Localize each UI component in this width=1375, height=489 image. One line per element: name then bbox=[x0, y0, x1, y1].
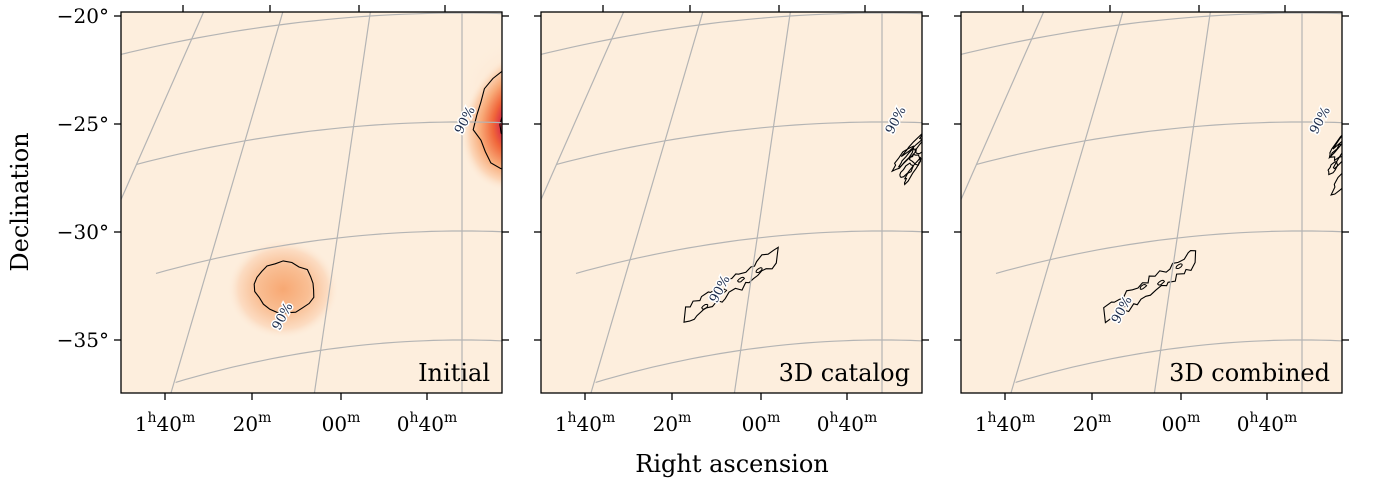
x-tick-minutes-unit: m bbox=[347, 410, 360, 426]
contour-fragment bbox=[942, 117, 951, 130]
x-tick-minutes-unit: m bbox=[602, 410, 615, 426]
y-tick-label: −25° bbox=[57, 112, 109, 136]
x-tick-label: 1h40m bbox=[555, 410, 616, 436]
x-tick-minutes-unit: m bbox=[1284, 410, 1297, 426]
x-tick-minutes: 00 bbox=[322, 412, 347, 436]
x-tick-hours-unit: h bbox=[829, 410, 838, 426]
contour-label: 90% bbox=[937, 52, 964, 85]
x-tick-label: 0h40m bbox=[397, 410, 458, 436]
x-tick-minutes: 20 bbox=[653, 412, 678, 436]
x-tick-hours: 1 bbox=[135, 412, 148, 436]
contour-fragment bbox=[1350, 116, 1365, 131]
x-tick-minutes: 00 bbox=[1162, 412, 1187, 436]
x-tick-label: 20m bbox=[653, 410, 692, 436]
contour-fragment bbox=[940, 110, 959, 136]
x-tick-minutes: 40 bbox=[839, 412, 864, 436]
x-tick-hours-unit: h bbox=[409, 410, 418, 426]
x-tick-minutes-unit: m bbox=[444, 410, 457, 426]
x-tick-minutes: 40 bbox=[577, 412, 602, 436]
panel-label: Initial bbox=[418, 359, 490, 387]
x-tick-minutes-unit: m bbox=[1098, 410, 1111, 426]
x-tick-minutes: 00 bbox=[742, 412, 767, 436]
panel-label: 3D combined bbox=[1169, 359, 1330, 387]
contour-fragment bbox=[940, 109, 954, 122]
x-tick-minutes: 40 bbox=[157, 412, 182, 436]
x-tick-label: 20m bbox=[233, 410, 272, 436]
contour-fragment bbox=[1367, 82, 1375, 104]
contour-fragment bbox=[948, 98, 961, 109]
contour-fragment bbox=[1351, 104, 1370, 133]
contour-fragment bbox=[1371, 97, 1375, 111]
x-tick-minutes-unit: m bbox=[767, 410, 780, 426]
x-tick-minutes: 20 bbox=[1073, 412, 1098, 436]
contour-fragment bbox=[928, 118, 944, 139]
x-tick-minutes-unit: m bbox=[258, 410, 271, 426]
x-tick-minutes-unit: m bbox=[1187, 410, 1200, 426]
x-tick-label: 00m bbox=[742, 410, 781, 436]
x-tick-hours-unit: h bbox=[567, 410, 576, 426]
x-tick-hours-unit: h bbox=[1249, 410, 1258, 426]
x-tick-hours-unit: h bbox=[987, 410, 996, 426]
x-tick-label: 0h40m bbox=[817, 410, 878, 436]
x-tick-hours: 1 bbox=[555, 412, 568, 436]
x-tick-minutes: 20 bbox=[233, 412, 258, 436]
y-tick-label: −30° bbox=[57, 220, 109, 244]
contour-fragment bbox=[937, 128, 949, 146]
x-tick-hours: 0 bbox=[397, 412, 410, 436]
x-tick-minutes-unit: m bbox=[864, 410, 877, 426]
x-tick-label: 00m bbox=[322, 410, 361, 436]
x-tick-minutes: 40 bbox=[997, 412, 1022, 436]
contour-fragment bbox=[1360, 105, 1375, 129]
contour-fragment bbox=[1346, 138, 1375, 170]
contour-fragment bbox=[1342, 130, 1355, 144]
x-tick-minutes: 40 bbox=[419, 412, 444, 436]
contour-50-main bbox=[500, 92, 546, 148]
contour-fragment bbox=[1356, 90, 1375, 112]
contour-fragment bbox=[924, 133, 953, 156]
contour-fragment bbox=[1350, 124, 1363, 139]
x-tick-hours: 0 bbox=[1237, 412, 1250, 436]
x-tick-label: 1h40m bbox=[975, 410, 1036, 436]
contour-fragment bbox=[1352, 125, 1363, 138]
x-tick-minutes-unit: m bbox=[182, 410, 195, 426]
contour-fragment bbox=[1366, 84, 1375, 112]
x-tick-hours-unit: h bbox=[147, 410, 156, 426]
x-axis-title: Right ascension bbox=[635, 450, 828, 478]
contour-fragment bbox=[927, 120, 952, 144]
y-tick-label: −20° bbox=[57, 4, 109, 28]
x-tick-minutes: 40 bbox=[1259, 412, 1284, 436]
y-axis-title: Declination bbox=[6, 132, 34, 271]
x-tick-label: 00m bbox=[1162, 410, 1201, 436]
contour-fragment bbox=[1350, 136, 1372, 154]
x-tick-minutes-unit: m bbox=[678, 410, 691, 426]
x-tick-minutes-unit: m bbox=[1022, 410, 1035, 426]
x-tick-label: 20m bbox=[1073, 410, 1112, 436]
y-tick-label: −35° bbox=[57, 328, 109, 352]
contour-fragment bbox=[930, 150, 945, 168]
panel-label: 3D catalog bbox=[779, 359, 910, 387]
x-tick-hours: 0 bbox=[817, 412, 830, 436]
x-tick-label: 0h40m bbox=[1237, 410, 1298, 436]
x-tick-hours: 1 bbox=[975, 412, 988, 436]
contour-fragment bbox=[1370, 120, 1375, 133]
x-tick-label: 1h40m bbox=[135, 410, 196, 436]
